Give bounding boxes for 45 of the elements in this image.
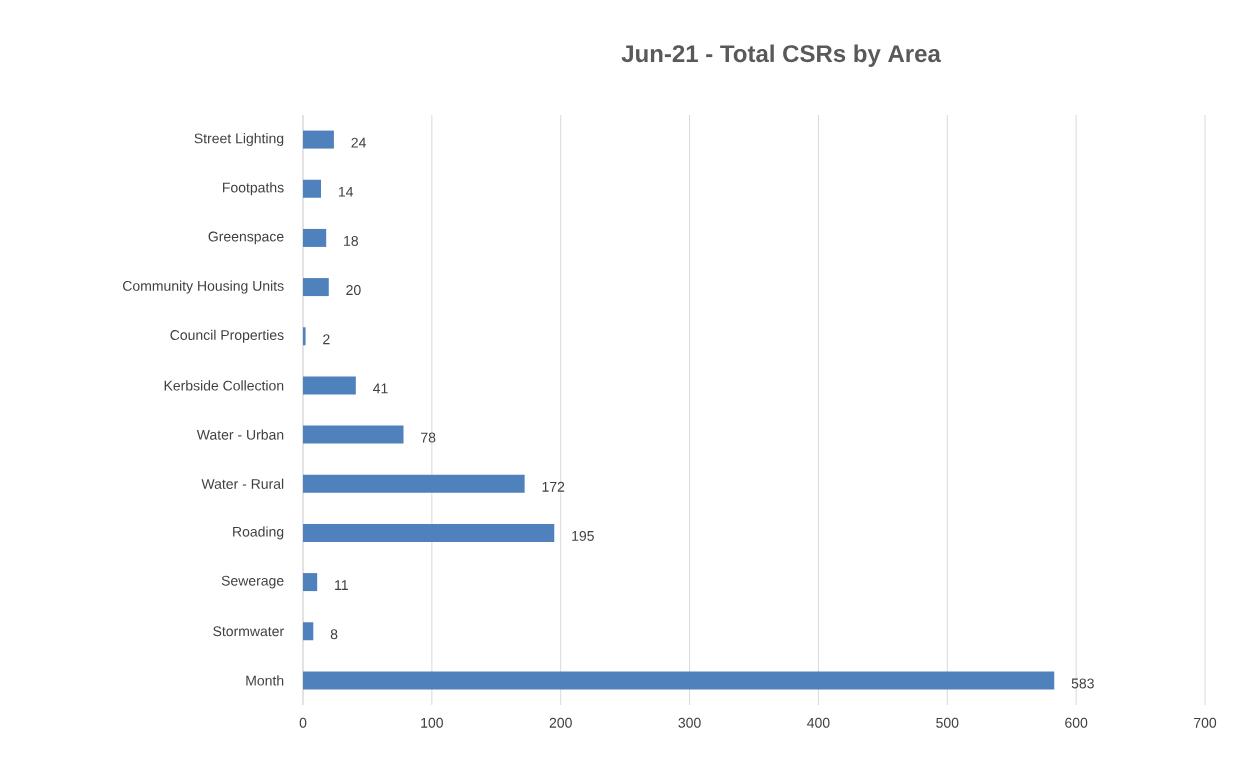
bar [303, 474, 525, 493]
data-label: 24 [351, 137, 366, 148]
x-tick-label: 300 [678, 717, 701, 728]
data-label: 172 [542, 481, 565, 492]
bar [303, 671, 1055, 690]
data-label: 583 [1071, 678, 1094, 689]
bar [303, 228, 327, 247]
bar [303, 278, 329, 297]
y-tick-label: Council Properties [170, 329, 284, 343]
bar [303, 622, 314, 641]
bar [303, 573, 318, 592]
data-label: 20 [346, 285, 361, 296]
data-label: 41 [373, 383, 388, 394]
x-tick-label: 0 [299, 717, 307, 728]
data-label: 195 [572, 530, 594, 541]
bar [303, 130, 334, 149]
y-tick-label: Footpaths [223, 182, 284, 196]
data-label: 11 [335, 580, 348, 590]
x-tick-label: 400 [807, 717, 830, 728]
bar [303, 327, 306, 346]
y-tick-label: Water - Rural [201, 478, 284, 489]
y-tick-label: Stormwater [213, 626, 284, 637]
y-tick-label: Roading [233, 526, 284, 540]
y-tick-label: Kerbside Collection [164, 380, 284, 391]
x-tick-label: 100 [421, 717, 443, 728]
x-tick-label: 700 [1194, 717, 1217, 728]
x-tick-label: 500 [936, 717, 959, 728]
bar [303, 523, 555, 542]
data-label: 2 [323, 334, 330, 345]
chart-title: Jun-21 - Total CSRs by Area [621, 44, 941, 67]
x-tick-label: 600 [1065, 717, 1088, 728]
x-tick-label: 200 [549, 717, 572, 728]
bar [303, 376, 356, 395]
data-label: 8 [330, 629, 338, 640]
y-tick-label: Month [246, 675, 284, 686]
y-tick-label: Community Housing Units [123, 280, 284, 294]
y-tick-label: Water - Urban [196, 429, 284, 440]
data-label: 14 [338, 186, 354, 197]
y-tick-label: Street Lighting [194, 133, 284, 147]
y-tick-label: Greenspace [208, 231, 284, 245]
y-tick-label: Sewerage [221, 575, 284, 589]
data-label: 18 [344, 235, 359, 246]
bar [303, 179, 322, 198]
data-label: 78 [421, 432, 436, 443]
bar [303, 425, 404, 444]
